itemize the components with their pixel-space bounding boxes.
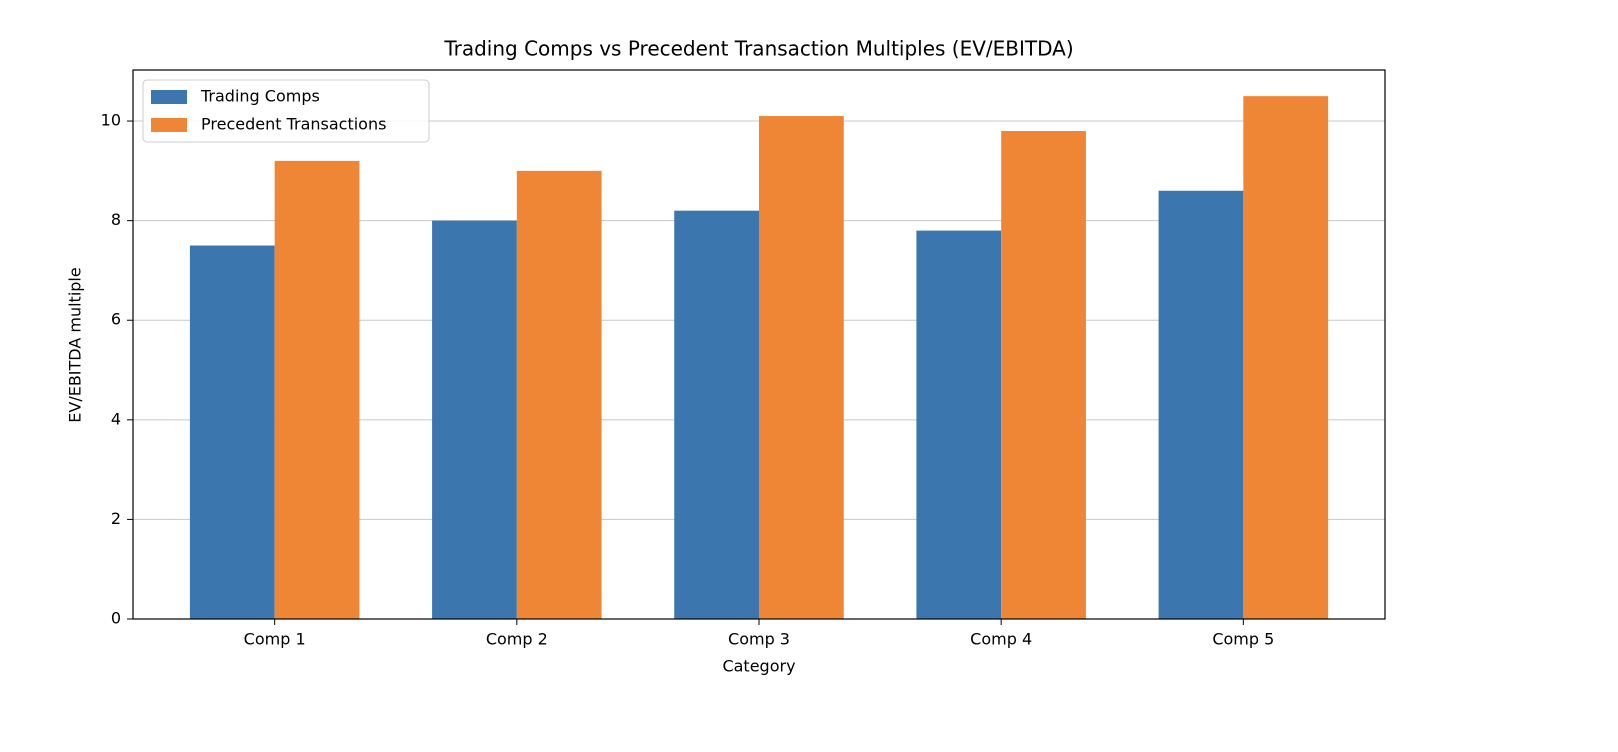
plot-frame — [132, 69, 1386, 620]
legend-swatch — [151, 118, 187, 132]
y-tick-label: 0 — [111, 609, 121, 628]
x-tick-label: Comp 3 — [728, 630, 790, 649]
y-tick-label: 4 — [111, 409, 121, 428]
y-tick-label: 10 — [101, 111, 121, 130]
x-axis-label: Category — [722, 657, 795, 676]
x-tick-label: Comp 2 — [486, 630, 548, 649]
bar — [516, 170, 602, 619]
bar — [1158, 190, 1244, 619]
legend-box — [142, 79, 430, 143]
y-tick-label: 2 — [111, 509, 121, 528]
chart-title: Trading Comps vs Precedent Transaction M… — [443, 37, 1073, 61]
bar — [759, 116, 844, 620]
x-tick-label: Comp 1 — [244, 630, 306, 649]
y-axis-label: EV/EBITDA multiple — [66, 267, 85, 422]
bar — [189, 245, 275, 619]
y-tick-label: 6 — [111, 310, 121, 329]
x-tick-label: Comp 5 — [1212, 630, 1274, 649]
bar — [916, 230, 1002, 619]
legend-label: Trading Comps — [200, 87, 320, 106]
legend-label: Precedent Transactions — [201, 115, 386, 134]
bar — [674, 210, 759, 619]
bar — [1243, 96, 1329, 619]
bar — [1001, 131, 1086, 619]
legend-swatch — [151, 90, 187, 104]
bar — [274, 160, 360, 619]
bar — [432, 220, 517, 619]
y-tick-label: 8 — [111, 210, 121, 229]
x-tick-label: Comp 4 — [970, 630, 1032, 649]
